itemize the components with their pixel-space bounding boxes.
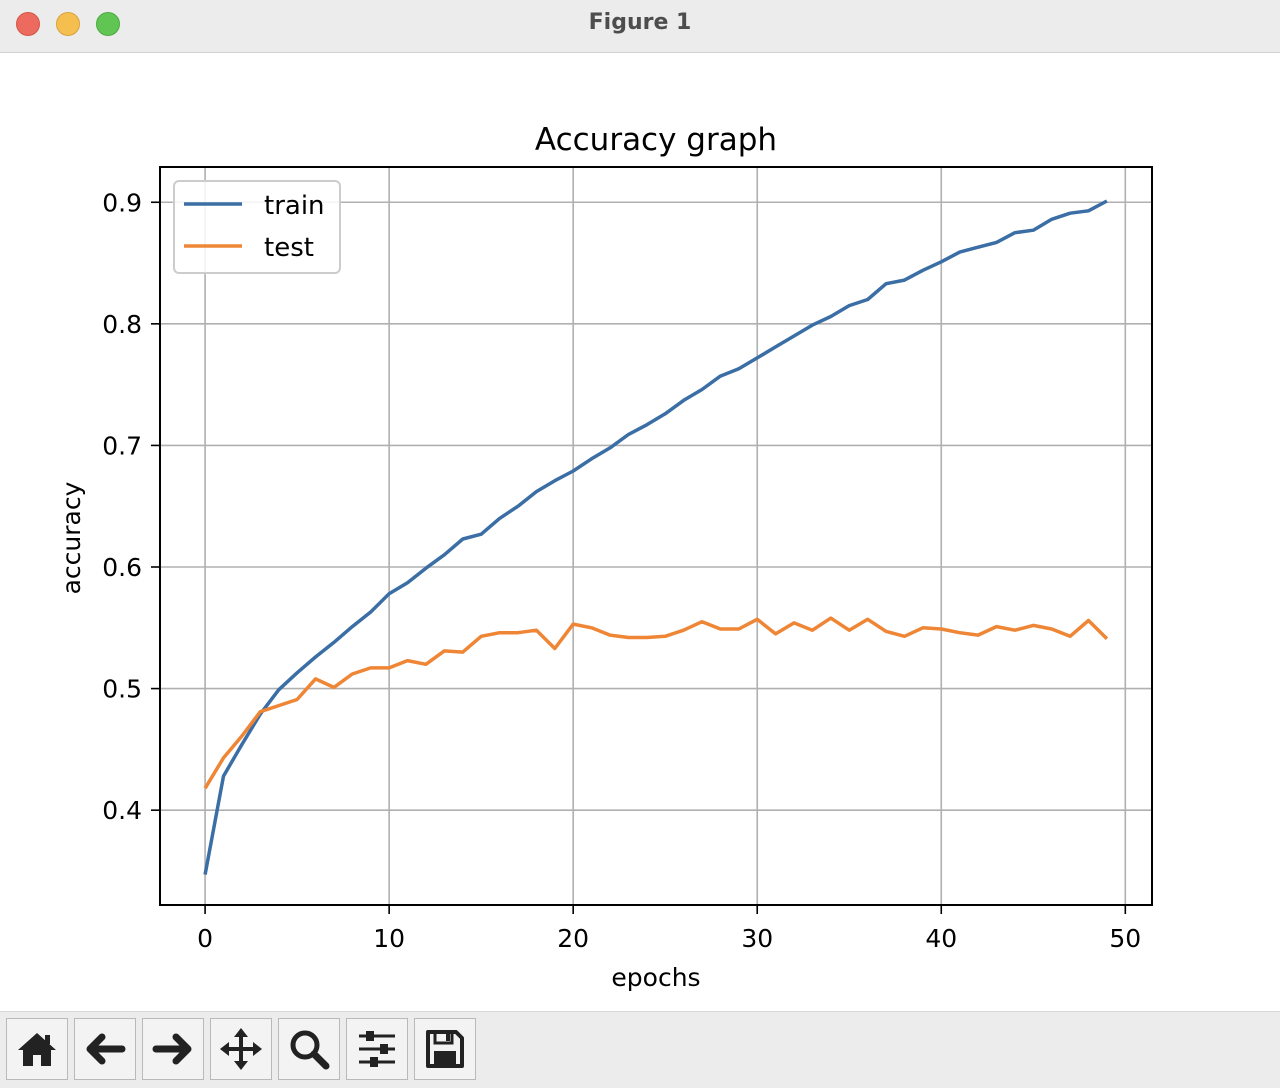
y-tick-label: 0.6 bbox=[102, 553, 142, 582]
y-tick-label: 0.7 bbox=[102, 431, 142, 460]
accuracy-chart: 0 10 20 30 40 50 0.4 0.5 0.6 0.7 0.8 0.9 Accuracy g… bbox=[57, 122, 1153, 992]
window-title: Figure 1 bbox=[588, 10, 692, 35]
floppy-disk-icon bbox=[426, 1030, 464, 1068]
maximize-window-button[interactable] bbox=[96, 12, 120, 36]
sliders-icon bbox=[359, 1031, 395, 1067]
title-bar[interactable]: Figure 1 bbox=[0, 0, 1280, 53]
configure-subplots-button[interactable] bbox=[346, 1018, 408, 1080]
arrow-right-icon bbox=[152, 1033, 192, 1065]
figure-canvas[interactable]: 0 10 20 30 40 50 0.4 0.5 0.6 0.7 0.8 0.9 Accuracy g… bbox=[0, 53, 1280, 1011]
chart-title: Accuracy graph bbox=[535, 122, 777, 158]
save-button[interactable] bbox=[414, 1018, 476, 1080]
plot-area-frame bbox=[159, 166, 1153, 906]
grid bbox=[160, 167, 1152, 905]
legend-label-test: test bbox=[264, 233, 314, 263]
series-line-test bbox=[203, 616, 1109, 790]
magnifier-icon bbox=[290, 1030, 330, 1070]
legend-label-train: train bbox=[264, 191, 325, 221]
series-line-train bbox=[203, 199, 1108, 875]
x-axis-label: epochs bbox=[611, 963, 700, 992]
x-tick-label: 10 bbox=[373, 924, 405, 953]
back-button[interactable] bbox=[74, 1018, 136, 1080]
x-tick-label: 20 bbox=[557, 924, 589, 953]
home-icon bbox=[18, 1033, 56, 1066]
x-tick-label: 0 bbox=[197, 924, 213, 953]
move-icon bbox=[220, 1028, 262, 1070]
axis-ticks: 0 10 20 30 40 50 0.4 0.5 0.6 0.7 0.8 0.9 bbox=[102, 188, 1141, 953]
pan-button[interactable] bbox=[210, 1018, 272, 1080]
home-button[interactable] bbox=[6, 1018, 68, 1080]
zoom-button[interactable] bbox=[278, 1018, 340, 1080]
y-axis-label: accuracy bbox=[57, 481, 86, 594]
close-window-button[interactable] bbox=[16, 12, 40, 36]
legend: train test bbox=[173, 180, 341, 274]
y-tick-label: 0.5 bbox=[102, 675, 142, 704]
y-tick-label: 0.8 bbox=[102, 310, 142, 339]
x-tick-label: 30 bbox=[741, 924, 773, 953]
x-tick-label: 50 bbox=[1109, 924, 1141, 953]
x-tick-label: 40 bbox=[925, 924, 957, 953]
arrow-left-icon bbox=[86, 1033, 126, 1065]
minimize-window-button[interactable] bbox=[56, 12, 80, 36]
window-edge bbox=[1274, 53, 1280, 1011]
y-tick-label: 0.9 bbox=[102, 188, 142, 217]
series-lines bbox=[203, 199, 1109, 875]
y-tick-label: 0.4 bbox=[102, 796, 142, 825]
navigation-toolbar bbox=[0, 1011, 1280, 1088]
forward-button[interactable] bbox=[142, 1018, 204, 1080]
